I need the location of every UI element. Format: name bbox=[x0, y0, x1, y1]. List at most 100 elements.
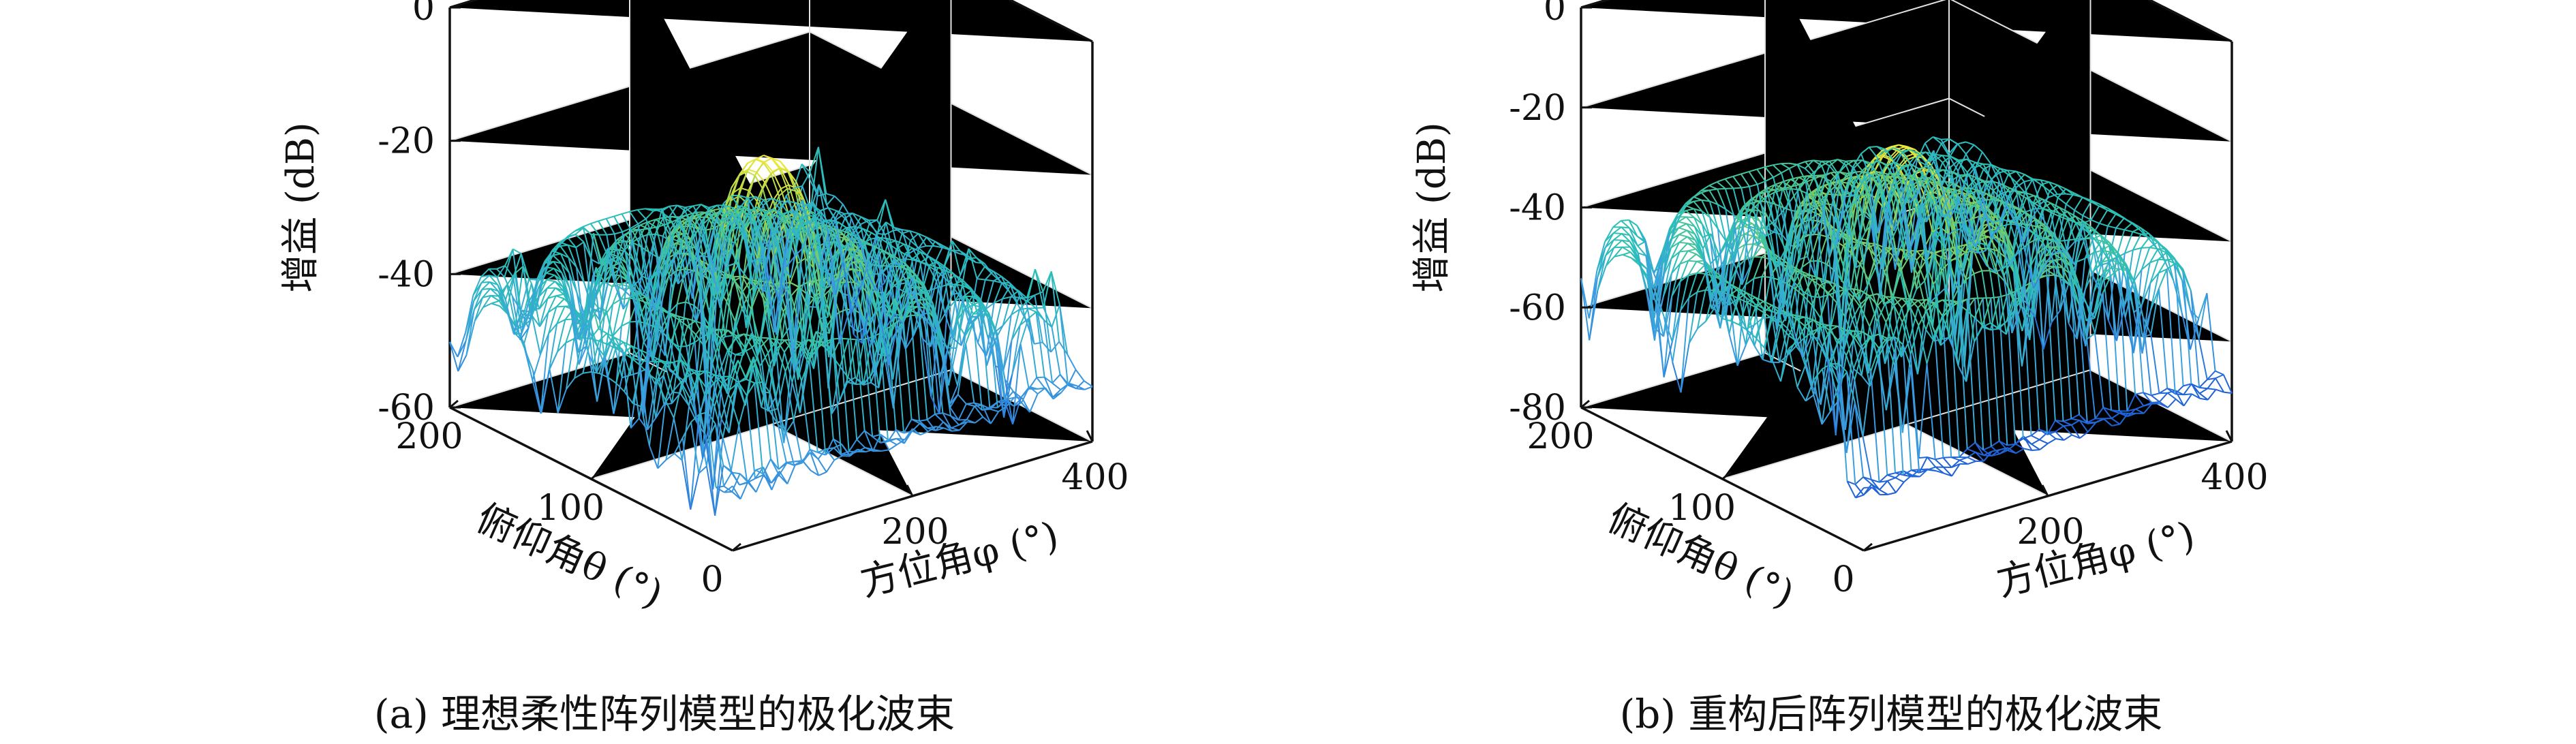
mesh-segment bbox=[1741, 185, 1750, 189]
mesh-segment bbox=[664, 361, 673, 392]
mesh-segment bbox=[771, 247, 782, 283]
mesh-segment bbox=[820, 269, 830, 358]
mesh-segment bbox=[1697, 289, 1706, 293]
mesh-segment bbox=[958, 421, 968, 426]
mesh-segment bbox=[863, 430, 874, 452]
mesh-segment bbox=[926, 419, 936, 431]
box-edge-top-right bbox=[1007, 0, 1093, 43]
mesh-segment bbox=[612, 284, 622, 305]
mesh-segment bbox=[904, 335, 915, 350]
mesh-segment bbox=[975, 416, 983, 424]
mesh-segment bbox=[1775, 227, 1785, 246]
mesh-segment bbox=[637, 209, 647, 219]
mesh-segment bbox=[968, 248, 978, 279]
mesh-segment bbox=[1909, 339, 1918, 375]
mesh-segment bbox=[786, 464, 796, 484]
mesh-segment bbox=[2123, 231, 2134, 254]
mesh-segment bbox=[927, 265, 938, 273]
mesh-segment bbox=[902, 233, 911, 241]
mesh-segment bbox=[854, 309, 864, 386]
mesh-segment bbox=[1828, 361, 1838, 371]
mesh-segment bbox=[855, 339, 865, 431]
mesh-segment bbox=[750, 288, 760, 310]
mesh-segment bbox=[1044, 388, 1054, 400]
mesh-segment bbox=[1012, 397, 1022, 424]
mesh-segment bbox=[1847, 480, 1856, 485]
mesh-segment bbox=[1613, 239, 1623, 241]
mesh-segment bbox=[818, 184, 828, 228]
mesh-segment bbox=[761, 382, 771, 459]
mesh-segment bbox=[883, 304, 893, 322]
mesh-segment bbox=[705, 374, 715, 388]
mesh-segment bbox=[1957, 244, 1966, 248]
mesh-segment bbox=[739, 162, 748, 176]
mesh-segment bbox=[739, 480, 749, 499]
mesh-segment bbox=[664, 371, 675, 401]
mesh-segment bbox=[972, 322, 983, 411]
mesh-segment bbox=[793, 420, 803, 463]
mesh-segment bbox=[1688, 328, 1698, 344]
y-tick-mark bbox=[449, 399, 459, 409]
mesh-segment bbox=[812, 267, 823, 330]
mesh-segment bbox=[2141, 237, 2150, 249]
mesh-segment bbox=[669, 230, 679, 284]
mesh-segment bbox=[911, 430, 921, 436]
mesh-segment bbox=[773, 230, 783, 264]
mesh-segment bbox=[657, 400, 666, 469]
mesh-segment bbox=[2100, 246, 2109, 321]
mesh-segment bbox=[555, 293, 564, 297]
mesh-segment bbox=[599, 373, 609, 378]
mesh-segment bbox=[1051, 326, 1061, 375]
mesh-segment bbox=[1709, 217, 1719, 230]
mesh-segment bbox=[726, 224, 737, 264]
mesh-segment bbox=[725, 242, 735, 270]
mesh-segment bbox=[979, 298, 990, 313]
mesh-segment bbox=[706, 423, 716, 441]
mesh-segment bbox=[709, 210, 719, 236]
mesh-segment bbox=[2079, 431, 2089, 439]
mesh-segment bbox=[982, 416, 992, 424]
mesh-segment bbox=[726, 211, 736, 216]
mesh-segment bbox=[861, 270, 871, 296]
mesh-segment bbox=[848, 241, 857, 245]
mesh-segment bbox=[1811, 317, 1822, 387]
mesh-segment bbox=[829, 246, 838, 280]
mesh-segment bbox=[2015, 448, 2025, 454]
mesh-segment bbox=[1884, 247, 1892, 249]
mesh-segment bbox=[1878, 474, 1888, 483]
mesh-segment bbox=[705, 371, 714, 384]
mesh-segment bbox=[809, 179, 819, 197]
mesh-segment bbox=[598, 340, 608, 345]
mesh-segment bbox=[769, 392, 779, 425]
mesh-segment bbox=[1779, 326, 1790, 337]
mesh-segment bbox=[780, 167, 790, 185]
mesh-segment bbox=[677, 219, 688, 253]
mesh-segment bbox=[747, 197, 756, 213]
mesh-segment bbox=[1621, 239, 1631, 248]
mesh-segment bbox=[919, 419, 927, 422]
mesh-segment bbox=[936, 270, 946, 279]
mesh-segment bbox=[1709, 200, 1718, 205]
mesh-segment bbox=[684, 205, 694, 208]
mesh-segment bbox=[2093, 250, 2102, 271]
mesh-segment bbox=[872, 318, 882, 345]
mesh-segment bbox=[825, 447, 835, 456]
mesh-segment bbox=[1655, 302, 1665, 377]
mesh-segment bbox=[1084, 380, 1093, 388]
mesh-segment bbox=[752, 356, 763, 392]
mesh-segment bbox=[1884, 303, 1895, 337]
mesh-segment bbox=[951, 241, 962, 276]
mesh-segment bbox=[1741, 266, 1751, 285]
mesh-segment bbox=[788, 263, 799, 285]
mesh-segment bbox=[506, 273, 516, 285]
mesh-segment bbox=[1747, 302, 1756, 308]
mesh-segment bbox=[840, 288, 850, 326]
mesh-segment bbox=[473, 289, 483, 302]
mesh-segment bbox=[1009, 291, 1018, 305]
mesh-segment bbox=[873, 245, 883, 251]
mesh-segment bbox=[746, 170, 756, 176]
mesh-segment bbox=[1828, 165, 1838, 176]
mesh-segment bbox=[878, 314, 887, 388]
mesh-segment bbox=[572, 305, 582, 317]
